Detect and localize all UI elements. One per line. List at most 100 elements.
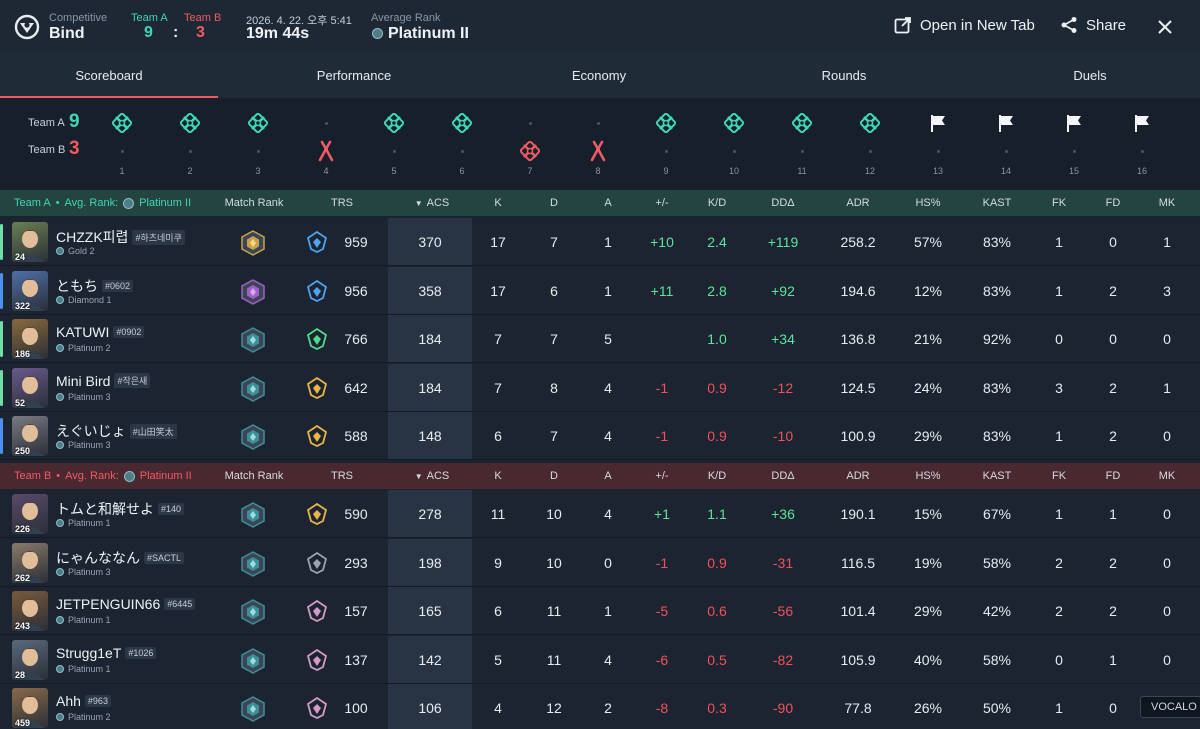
player-name: Mini Bird (56, 372, 111, 389)
tab-scoreboard[interactable]: Scoreboard (0, 52, 218, 98)
round-column[interactable]: 11 (787, 98, 817, 190)
teamA-col-mk[interactable]: MK (1154, 197, 1180, 209)
teamA-col-hs[interactable]: HS% (908, 197, 948, 209)
agent-avatar[interactable] (12, 688, 48, 728)
teamA-col-adr[interactable]: ADR (836, 197, 880, 209)
tab-rounds[interactable]: Rounds (821, 67, 867, 83)
teamA-col-fk[interactable]: FK (1046, 197, 1072, 209)
teamB-col-acs[interactable]: ▼ ACS (404, 470, 460, 482)
teamB-col-k[interactable]: K (484, 470, 512, 482)
player-row[interactable]: 262 にゃんななん #SACTL Platinum 3 293 198 9 10 0 -1 0.9… (0, 538, 1200, 587)
player-row[interactable]: 243 JETPENGUIN66 #6445 Platinum 1 157 165 6 11 1… (0, 587, 1200, 635)
player-name-group[interactable]: CHZZK피렵 #하츠네미쿠 (56, 227, 185, 247)
agent-avatar[interactable] (12, 270, 48, 311)
tab-economy[interactable]: Economy (571, 67, 627, 83)
vocal-overlay[interactable]: VOCALO (1140, 696, 1200, 718)
player-name-group[interactable]: Mini Bird #작은새 (56, 372, 151, 389)
round-column[interactable]: 15 (1059, 98, 1089, 190)
teamB-col-d[interactable]: D (540, 470, 568, 482)
teamB-col-hs[interactable]: HS% (908, 470, 948, 482)
teamB-col-dd[interactable]: DDΔ (762, 470, 804, 482)
player-name-group[interactable]: ともち #0602 (56, 276, 134, 296)
round-column[interactable]: 5 (379, 98, 409, 190)
stat-kast: 67% (982, 506, 1012, 522)
share-button[interactable]: Share (1060, 16, 1126, 34)
round-column[interactable]: 14 (991, 98, 1021, 190)
teamA-col-a[interactable]: A (594, 197, 622, 209)
agent-avatar[interactable] (12, 494, 48, 534)
round-column[interactable]: 12 (855, 98, 885, 190)
teamA-col-d[interactable]: D (540, 197, 568, 209)
trs-tier-icon (306, 503, 328, 525)
stat-trs: 157 (344, 603, 368, 619)
agent-avatar[interactable] (12, 591, 48, 631)
player-row[interactable]: 250 えぐいじょ #山田笑太 Platinum 3 588 148 6 7 4 -1 0.9 -10… (0, 412, 1200, 460)
round-column[interactable]: 6 (447, 98, 477, 190)
teamB-col-adr[interactable]: ADR (836, 470, 880, 482)
round-column[interactable]: 16 (1127, 98, 1157, 190)
round-column[interactable]: 3 (243, 98, 273, 190)
trs-tier-icon (306, 600, 328, 622)
teamA-col-fd[interactable]: FD (1100, 197, 1126, 209)
round-column[interactable]: 7 (515, 98, 545, 190)
round-column[interactable]: 13 (923, 98, 953, 190)
player-row[interactable]: 28 Strugg1eT #1026 Platinum 1 137 142 5 11 4 -6 0.… (0, 635, 1200, 684)
teamB-col-a[interactable]: A (594, 470, 622, 482)
round-column[interactable]: 9 (651, 98, 681, 190)
player-name-group[interactable]: KATUWI #0902 (56, 324, 145, 340)
stat-fk: 2 (1055, 603, 1063, 619)
round-column[interactable]: 4 (311, 98, 341, 190)
player-name-group[interactable]: トムと和解せよ #140 (56, 499, 185, 519)
teamB-col-fd[interactable]: FD (1100, 470, 1126, 482)
stat-trs: 137 (344, 651, 368, 668)
close-icon[interactable] (1157, 19, 1173, 35)
teamA-col-match_rank[interactable]: Match Rank (222, 197, 286, 209)
teamA-col-trs[interactable]: TRS (322, 197, 362, 209)
agent-avatar[interactable] (12, 222, 48, 262)
teamA-col-pm[interactable]: +/- (642, 197, 682, 209)
round-column[interactable]: 1 (107, 98, 137, 190)
round-number: 7 (527, 166, 533, 176)
teamA-col-k[interactable]: K (484, 197, 512, 209)
player-row[interactable]: 52 Mini Bird #작은새 Platinum 3 642 184 7 8 4 -1 0.9-… (0, 363, 1200, 412)
player-row[interactable]: 226 トムと和解せよ #140 Platinum 1 590 278 11 10 4 +1 1.1… (0, 490, 1200, 538)
agent-avatar[interactable] (12, 639, 48, 680)
acs-highlight (388, 635, 472, 683)
teamB-col-kast[interactable]: KAST (976, 470, 1018, 482)
teamB-col-kd[interactable]: K/D (698, 470, 736, 482)
teamA-col-dd[interactable]: DDΔ (762, 197, 804, 209)
agent-avatar[interactable] (12, 542, 48, 583)
round-column[interactable]: 10 (719, 98, 749, 190)
player-name: Ahh (56, 693, 81, 709)
player-name-group[interactable]: JETPENGUIN66 #6445 (56, 596, 196, 612)
teamB-col-mk[interactable]: MK (1154, 470, 1180, 482)
teamB-col-pm[interactable]: +/- (642, 470, 682, 482)
teamA-col-acs[interactable]: ▼ ACS (404, 197, 460, 209)
player-row[interactable]: 24 CHZZK피렵 #하츠네미쿠 Gold 2 959 370 17 7 1 +10 2.4 +11… (0, 218, 1200, 266)
player-name-group[interactable]: えぐいじょ #山田笑太 (56, 421, 177, 441)
player-row[interactable]: 459 Ahh #963 Platinum 2 100 106 4 12 2 -8 0.3 -90 77… (0, 684, 1200, 729)
agent-avatar[interactable] (12, 319, 48, 359)
tab-performance[interactable]: Performance (316, 67, 392, 83)
teamB-col-trs[interactable]: TRS (322, 470, 362, 482)
player-name-group[interactable]: にゃんななん #SACTL (56, 548, 185, 568)
player-row[interactable]: 322 ともち #0602 Diamond 1 956 358 17 6 1 +11 2.8 +92 1… (0, 266, 1200, 315)
player-row[interactable]: 186 KATUWI #0902 Platinum 2 766 184 7 7 5 1.0 +34 1… (0, 315, 1200, 363)
agent-avatar[interactable] (12, 367, 48, 408)
stat-a: 4 (604, 428, 612, 444)
player-name-group[interactable]: Ahh #963 (56, 693, 111, 709)
teamA-col-kd[interactable]: K/D (698, 197, 736, 209)
teamA-col-kast[interactable]: KAST (976, 197, 1018, 209)
player-rank-label: Platinum 3 (68, 391, 111, 402)
empty-round-dot (256, 149, 260, 153)
round-column[interactable]: 8 (583, 98, 613, 190)
open-new-tab-button[interactable]: Open in New Tab (894, 16, 1035, 34)
tab-duels[interactable]: Duels (1073, 67, 1107, 83)
round-column[interactable]: 2 (175, 98, 205, 190)
player-name-group[interactable]: Strugg1eT #1026 (56, 645, 157, 661)
sort-desc-icon: ▼ (414, 472, 423, 481)
column-label: TRS (331, 470, 353, 482)
agent-avatar[interactable] (12, 416, 48, 456)
teamB-col-fk[interactable]: FK (1046, 470, 1072, 482)
teamB-col-match_rank[interactable]: Match Rank (222, 470, 286, 482)
